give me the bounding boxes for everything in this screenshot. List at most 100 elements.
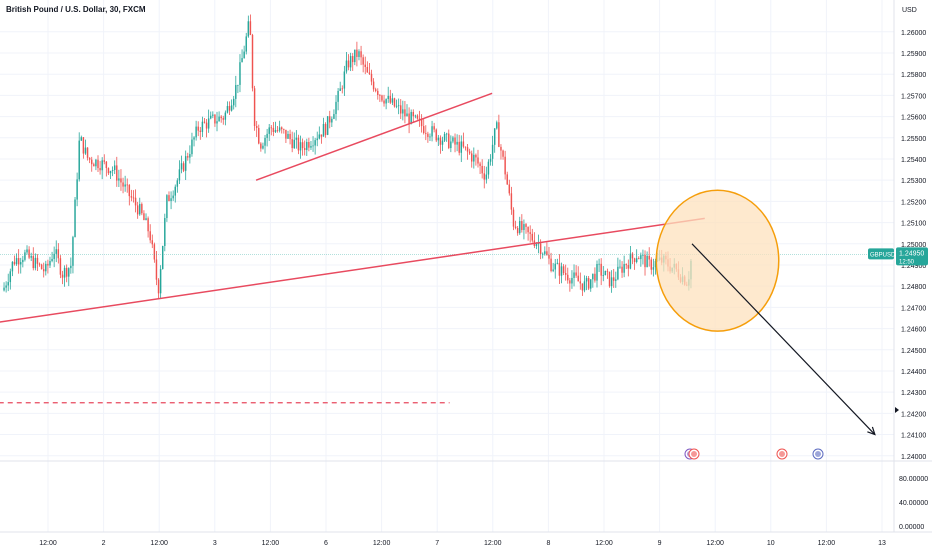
projection-arrow[interactable] — [691, 243, 876, 435]
candle-body — [337, 90, 339, 102]
candle-body — [575, 272, 577, 276]
candle-body — [130, 196, 133, 198]
candle-body — [295, 137, 298, 140]
candle-body — [122, 182, 124, 187]
candle-body — [214, 114, 216, 124]
candle-body — [157, 279, 160, 294]
candle-body — [562, 266, 565, 274]
candle-body — [86, 147, 89, 158]
candle-body — [230, 105, 233, 111]
price-tick-label: 1.25700 — [901, 93, 926, 100]
candle-body — [521, 221, 523, 230]
price-tick-label: 1.24000 — [901, 454, 926, 461]
price-axis[interactable]: 1.26000 1.25900 1.25800 1.25700 1.25600 1.255… — [0, 0, 932, 533]
event-flag-icon[interactable] — [688, 448, 700, 460]
candle-body — [571, 277, 573, 284]
candle-body — [525, 224, 527, 227]
candle-body — [527, 226, 529, 233]
candle-body — [485, 174, 488, 180]
candle-body — [187, 156, 189, 158]
candle-body — [600, 263, 602, 276]
event-markers[interactable] — [684, 448, 824, 460]
symbol-tag-bg — [868, 248, 894, 260]
candle-body — [510, 193, 513, 210]
candles — [3, 14, 692, 299]
countdown-tag: 12:50 — [899, 259, 915, 265]
trendline[interactable] — [0, 217, 705, 323]
candle-body — [412, 111, 414, 117]
price-tick-label: 1.25900 — [901, 51, 926, 58]
candle-body — [80, 137, 83, 141]
candle-body — [642, 254, 644, 256]
candle-body — [635, 258, 638, 262]
candle-body — [493, 128, 496, 145]
candle-body — [299, 142, 302, 151]
candle-body — [443, 133, 446, 141]
candle-body — [76, 179, 78, 200]
candle-body — [608, 271, 611, 287]
candle-body — [170, 198, 172, 202]
candle-body — [141, 204, 143, 214]
candle-body — [460, 141, 463, 153]
candle-body — [473, 154, 475, 162]
candle-body — [42, 269, 45, 272]
candle-body — [220, 116, 222, 119]
candle-body — [166, 195, 168, 219]
price-tick-label: 1.26000 — [901, 30, 926, 37]
candle-body — [569, 280, 571, 284]
candle-body — [546, 251, 548, 255]
price-tag-bg — [896, 247, 928, 266]
candle-body — [433, 126, 435, 130]
candle-body — [592, 273, 594, 280]
candle-body — [598, 263, 600, 265]
candle-body — [349, 56, 352, 68]
candle-body — [366, 67, 369, 73]
candle-body — [15, 258, 18, 265]
candle-body — [425, 132, 427, 134]
candle-body — [377, 90, 379, 95]
candle-body — [395, 105, 398, 107]
candle-body — [627, 265, 630, 269]
candle-body — [554, 263, 556, 270]
candle-body — [224, 112, 227, 120]
candle-body — [36, 257, 39, 264]
price-tick-label: 1.25600 — [901, 115, 926, 122]
price-tick-label: 1.24200 — [901, 411, 926, 418]
trendline[interactable] — [255, 92, 493, 181]
candle-body — [579, 281, 582, 284]
time-tick-label: 10 — [767, 540, 775, 547]
event-flag-icon[interactable] — [776, 448, 788, 460]
candle-body — [456, 141, 458, 145]
event-flag-icon[interactable] — [812, 448, 824, 460]
symbol-tag[interactable]: GBPUSD — [870, 252, 896, 258]
candle-body — [452, 137, 454, 142]
candle-body — [550, 258, 552, 272]
candle-body — [343, 71, 346, 89]
candle-body — [397, 105, 400, 107]
candle-body — [354, 49, 356, 63]
candle-body — [180, 163, 183, 170]
candle-body — [262, 145, 264, 149]
candle-body — [287, 133, 289, 139]
highlight-circle[interactable] — [655, 189, 780, 332]
candle-body — [17, 258, 20, 265]
candle-body — [74, 199, 76, 238]
candle-body — [335, 101, 337, 115]
candle-body — [51, 258, 53, 261]
candle-body — [95, 159, 97, 167]
candle-body — [585, 278, 588, 282]
candle-body — [270, 127, 273, 129]
time-axis[interactable]: 12:00 2 12:00 3 12:00 6 12:00 7 12:00 8 12:00 9 12:0… — [39, 540, 886, 547]
price-tick-label: 1.25100 — [901, 221, 926, 228]
candle-body — [182, 163, 185, 171]
candle-body — [324, 123, 327, 135]
candle-body — [134, 197, 137, 206]
candle-body — [253, 88, 256, 127]
candle-body — [316, 138, 318, 141]
candle-body — [560, 266, 563, 276]
candle-body — [519, 221, 521, 234]
candle-body — [232, 98, 235, 106]
candle-body — [84, 147, 87, 154]
